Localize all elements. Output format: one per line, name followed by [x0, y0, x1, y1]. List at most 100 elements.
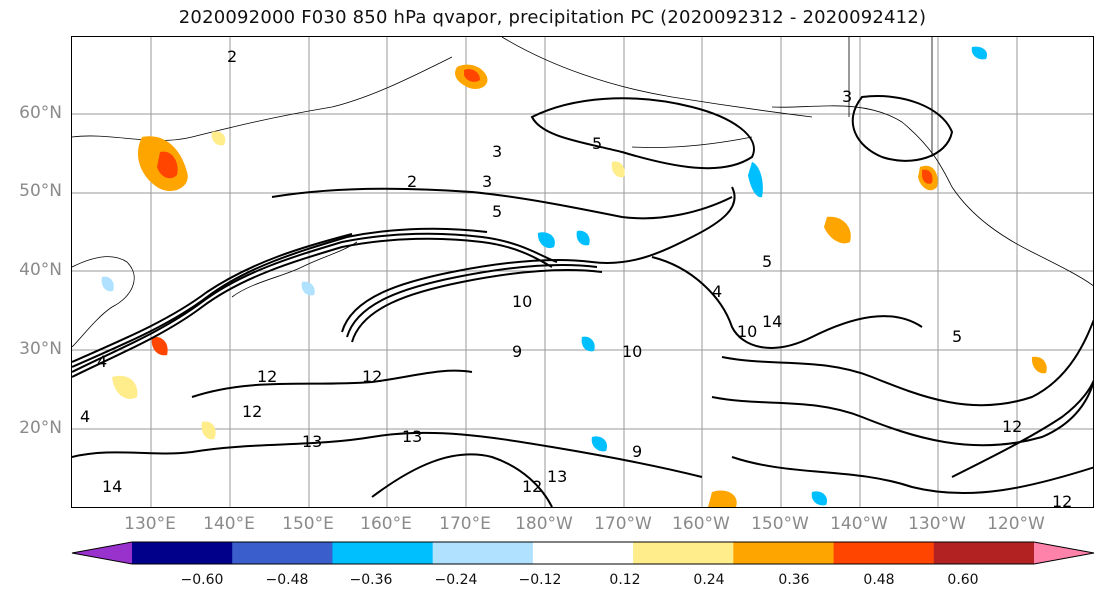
precip-neg-area-4: [591, 436, 608, 452]
contour-label: 5: [762, 252, 772, 271]
contour-label: 9: [512, 342, 522, 361]
contour-alaska-low: [530, 97, 755, 170]
lon-label-130e: 130°E: [124, 514, 176, 534]
lon-label-120w: 120°W: [987, 514, 1045, 534]
lat-label-50n: 50°N: [19, 181, 62, 201]
contour-label: 3: [842, 87, 852, 106]
colorbar-extend-low: [72, 542, 132, 564]
contour-label: 5: [952, 327, 962, 346]
precip-neg-area-5: [811, 491, 828, 506]
precip-pos-area-14: [1031, 356, 1047, 374]
colorbar-tick: 0.36: [778, 572, 810, 588]
colorbar-tick: −0.60: [180, 572, 224, 588]
colorbar-bin: [833, 542, 935, 564]
colorbar-bin: [332, 542, 434, 564]
graticule: [72, 37, 1093, 507]
colorbar-tick: 0.12: [609, 572, 641, 588]
coastline-asia: [72, 256, 135, 348]
contour-jet-2: [72, 232, 558, 373]
contour-label: 10: [512, 292, 532, 311]
precip-pos-area-2: [157, 151, 178, 179]
lon-label-170e: 170°E: [439, 514, 491, 534]
lon-label-180w: 180°W: [515, 514, 573, 534]
coastline-aleutians: [631, 136, 753, 148]
colorbar: [71, 541, 1095, 569]
precip-pos-area-12: [151, 336, 168, 356]
contour-east-2: [711, 380, 1093, 447]
precip-neg-area-8: [301, 281, 315, 296]
colorbar-tick: −0.36: [349, 572, 393, 588]
contour-jet-1: [72, 237, 553, 378]
lat-label-30n: 30°N: [19, 339, 62, 359]
colorbar-bin: [432, 542, 534, 564]
contour-label: 12: [242, 402, 262, 421]
coastline-japan: [231, 241, 358, 298]
precip-pos-area-8: [611, 161, 625, 178]
lon-label-130w: 130°W: [908, 514, 966, 534]
contour-east-1: [721, 319, 1093, 407]
lon-label-140w: 140°W: [830, 514, 888, 534]
contour-label: 4: [80, 407, 90, 426]
colorbar-outline: [71, 541, 1095, 565]
lat-label-20n: 20°N: [19, 418, 62, 438]
contour-jet-3: [72, 227, 488, 368]
precip-neg-area-9: [581, 336, 595, 352]
contour-label: 13: [402, 427, 422, 446]
lat-label-60n: 60°N: [19, 103, 62, 123]
lon-label-150w: 150°W: [751, 514, 809, 534]
coastline-alaska-north: [501, 37, 813, 118]
precip-shading: [101, 46, 1047, 507]
contour-label: 4: [97, 352, 107, 371]
contour-gulf-ridge: [851, 95, 954, 162]
qvapor-contours: [72, 95, 1093, 507]
contour-east-4: [951, 379, 1093, 478]
coastline-siberia: [72, 56, 453, 141]
colorbar-bin: [232, 542, 333, 564]
precip-pos-area-9: [211, 131, 226, 146]
lon-label-140e: 140°E: [203, 514, 255, 534]
colorbar-bin: [733, 542, 835, 564]
contour-label: 4: [712, 282, 722, 301]
colorbar-svg: [71, 541, 1095, 565]
map-title: 2020092000 F030 850 hPa qvapor, precipit…: [178, 7, 927, 28]
lat-label-40n: 40°N: [19, 260, 62, 280]
precip-pos-area-4: [464, 69, 480, 82]
contour-label: 12: [1052, 492, 1072, 508]
precip-pos-area-11: [112, 375, 138, 399]
contour-5-north: [271, 187, 733, 220]
precip-pos-area-10: [201, 421, 216, 440]
contour-label: 13: [547, 467, 567, 486]
lon-label-170w: 170°W: [594, 514, 652, 534]
contour-jet-4: [72, 233, 353, 363]
contour-12-mid: [191, 369, 473, 398]
colorbar-tick: −0.12: [518, 572, 562, 588]
contour-label: 5: [592, 134, 602, 153]
contour-jet-6: [346, 264, 598, 338]
contour-12-south: [72, 431, 703, 478]
contour-label: 5: [492, 202, 502, 221]
contour-13-south: [371, 453, 553, 507]
map-panel: 2 3 5 2 3 5 4 10 12 13 12 13 9 10 12 13 …: [71, 36, 1094, 508]
contour-jet-5: [341, 186, 736, 333]
precip-neg-area-1: [748, 162, 763, 198]
contour-jet-7: [351, 269, 603, 343]
precip-pos-area-6: [922, 169, 933, 184]
colorbar-bin: [633, 542, 734, 564]
lon-label-150e: 150°E: [282, 514, 334, 534]
colorbar-tick: 0.48: [863, 572, 895, 588]
map-svg: 2 3 5 2 3 5 4 10 12 13 12 13 9 10 12 13 …: [72, 37, 1093, 508]
precip-pos-area-13: [708, 490, 737, 507]
precip-neg-area-2: [537, 232, 555, 249]
contour-label: 10: [737, 322, 757, 341]
colorbar-tick: 0.24: [693, 572, 725, 588]
precip-pos-area-7: [824, 216, 851, 244]
contour-label: 14: [102, 477, 122, 496]
colorbar-extend-high: [1034, 542, 1094, 564]
contour-label: 3: [492, 142, 502, 161]
contour-label: 12: [1002, 417, 1022, 436]
colorbar-bin: [532, 542, 634, 564]
colorbar-bin: [933, 542, 1035, 564]
contour-label: 9: [632, 442, 642, 461]
contour-label: 2: [227, 47, 237, 66]
contour-label: 14: [762, 312, 782, 331]
